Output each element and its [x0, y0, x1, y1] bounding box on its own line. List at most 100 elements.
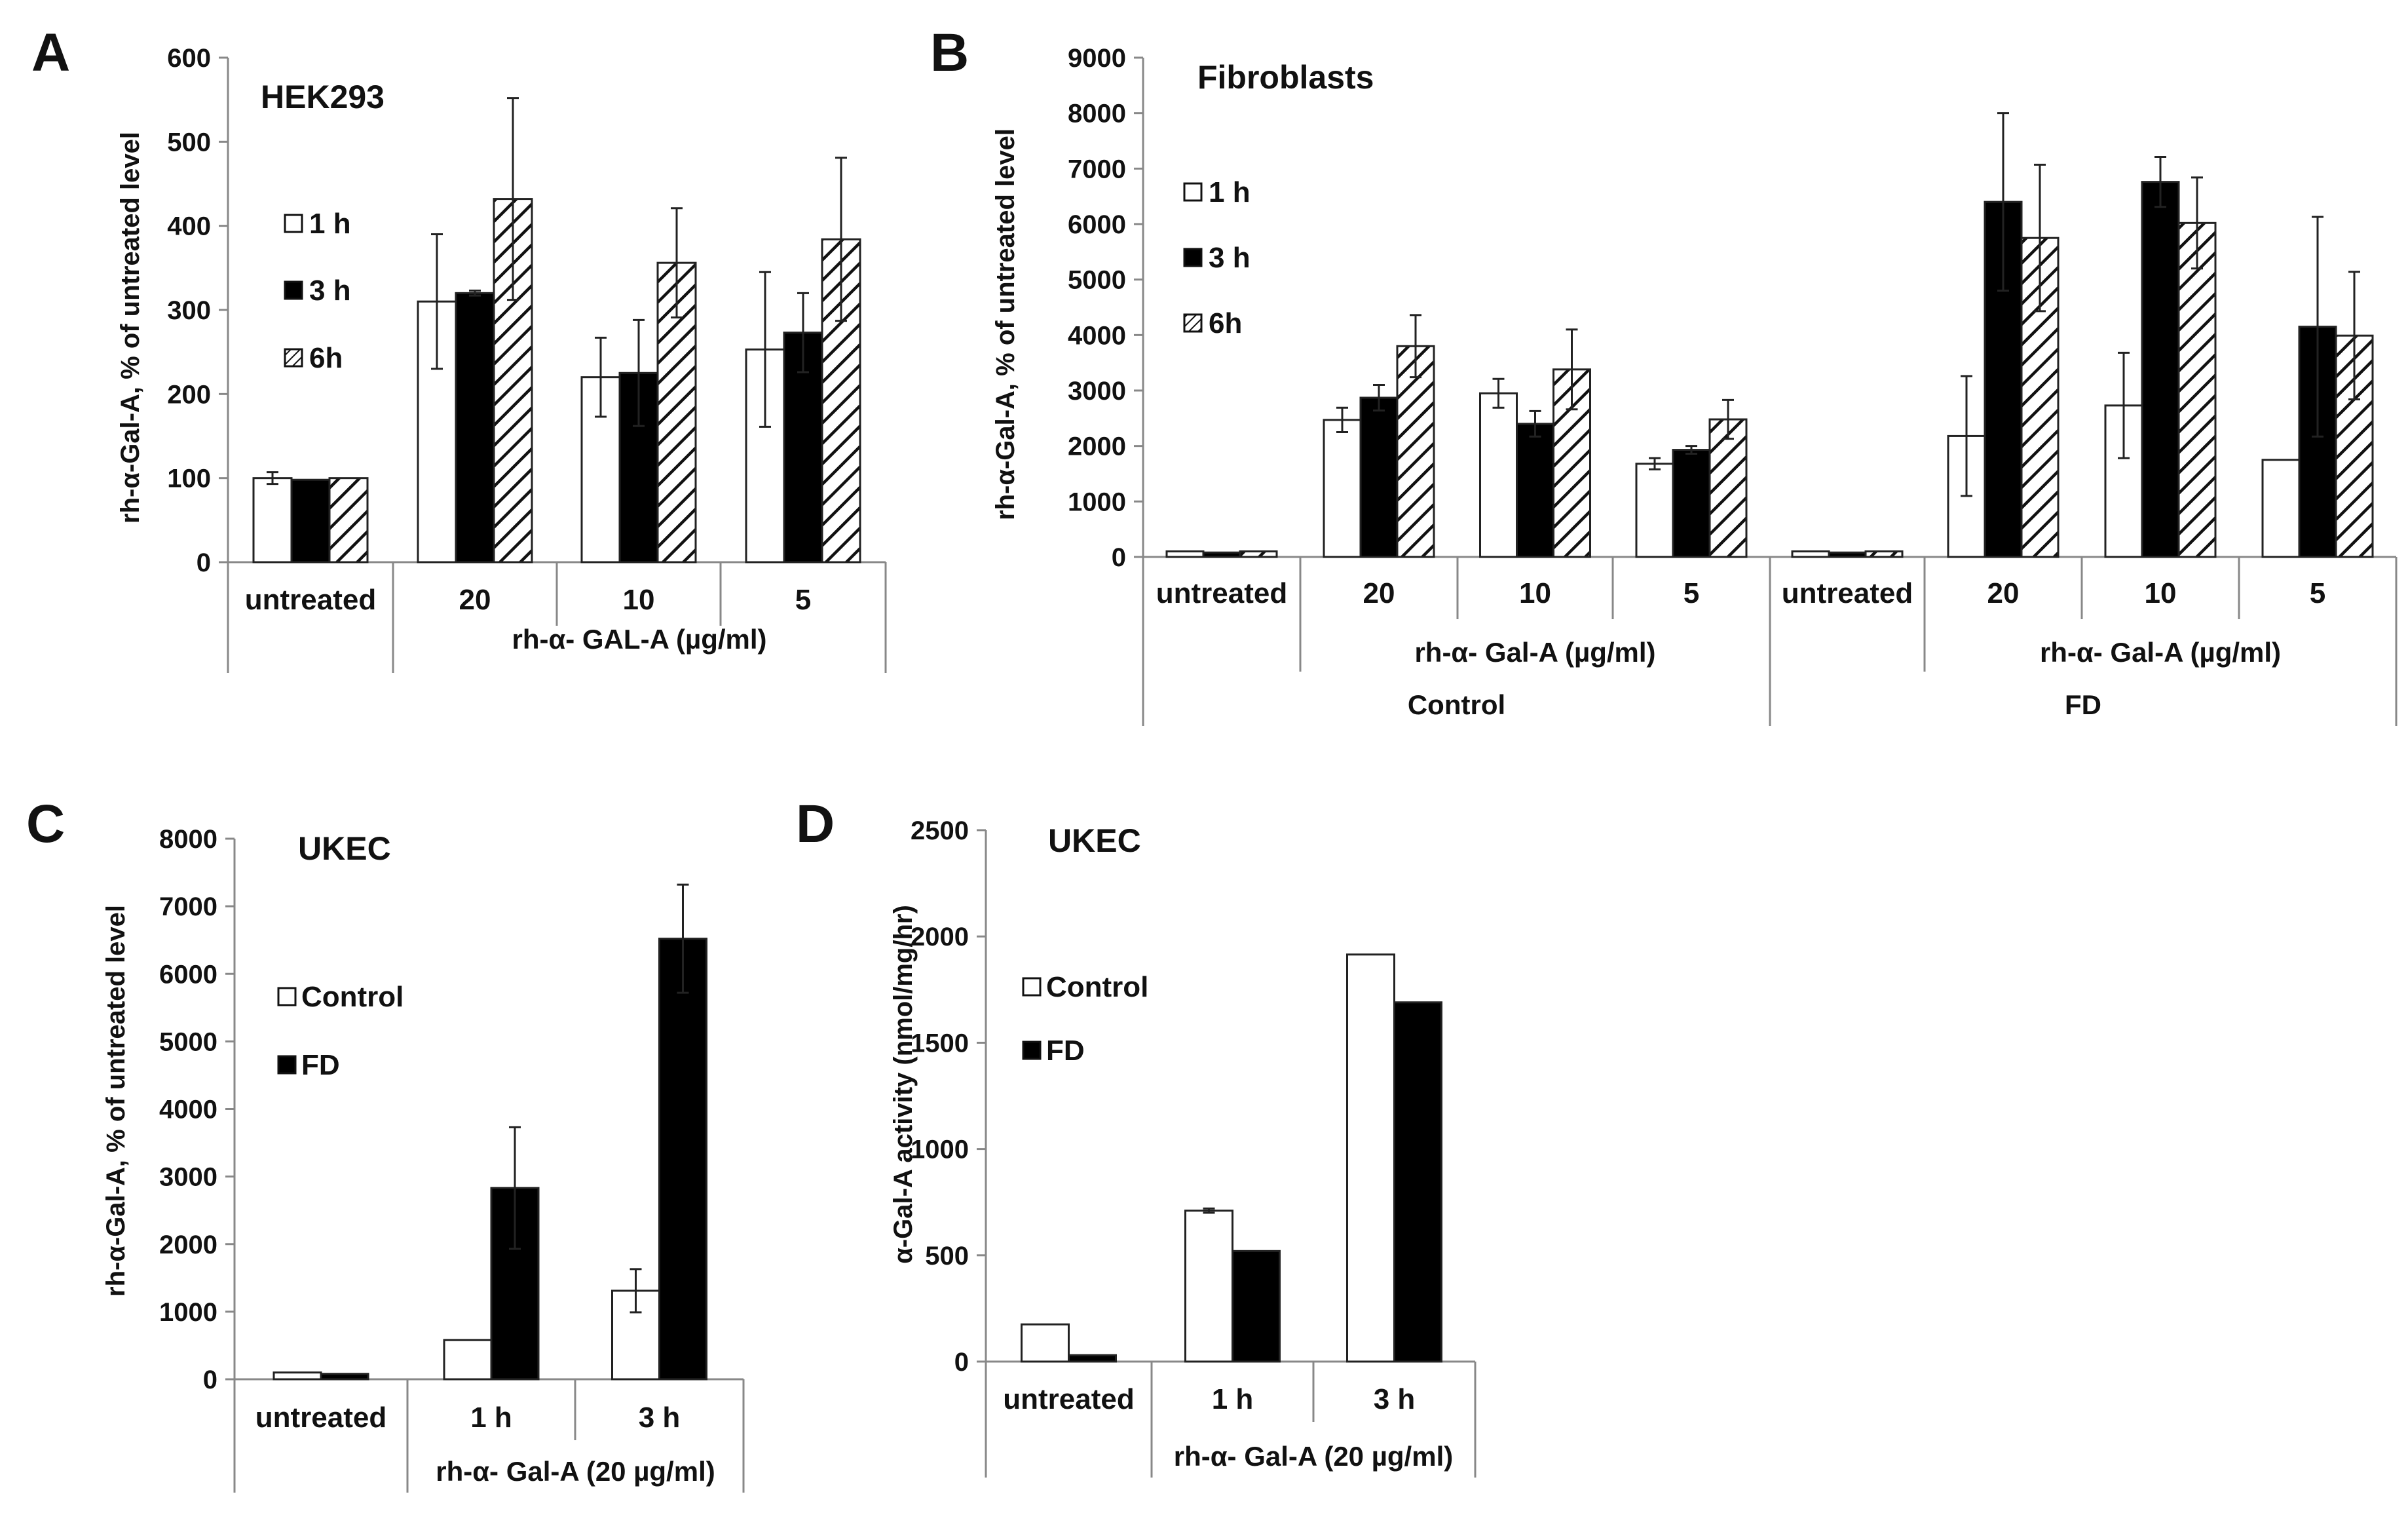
group-label: rh-α- Gal-A (20 µg/ml): [436, 1456, 715, 1487]
y-tick-label: 3000: [1068, 377, 1126, 406]
bar-1h: [2261, 459, 2301, 558]
y-tick-label: 500: [925, 1242, 969, 1270]
y-tick-label: 300: [167, 296, 211, 325]
category-label: 5: [2310, 577, 2325, 609]
panel-c-title: UKEC: [298, 830, 391, 867]
y-tick-label: 1500: [911, 1029, 969, 1058]
bar-3h: [2141, 181, 2180, 558]
y-tick-label: 8000: [159, 825, 217, 854]
y-tick-label: 400: [167, 212, 211, 241]
y-tick-label: 7000: [159, 892, 217, 921]
panel-d-legend: Control FD: [1022, 971, 1148, 1067]
bar-fd: [1232, 1250, 1281, 1363]
panel-c-legend: Control FD: [277, 981, 404, 1081]
y-tick-label: 4000: [159, 1096, 217, 1124]
panel-letter-b: B: [930, 23, 969, 83]
bar-6h: [1552, 368, 1591, 558]
y-tick-label: 2000: [1068, 432, 1126, 461]
group-label: rh-α- Gal-A (µg/ml): [2040, 637, 2281, 668]
bar-3h: [1516, 423, 1554, 558]
y-tick-label: 1000: [1068, 487, 1126, 516]
legend-label-fd: FD: [301, 1049, 340, 1081]
y-tick-label: 600: [167, 44, 211, 73]
bar-6h: [1708, 418, 1748, 558]
bar-control: [1184, 1210, 1233, 1363]
y-tick-label: 5000: [1068, 266, 1126, 295]
bar-6h: [1239, 550, 1278, 558]
y-tick-label: 2000: [911, 923, 969, 951]
category-label: 20: [1987, 577, 2020, 609]
category-label: 5: [795, 584, 811, 616]
legend-swatch-1h: [284, 214, 303, 233]
category-label: 10: [1519, 577, 1551, 609]
bar-3h: [290, 478, 331, 563]
bar-6h: [328, 477, 369, 563]
y-tick-label: 100: [167, 465, 211, 493]
bar-3h: [1672, 449, 1711, 558]
y-tick-label: 0: [1112, 543, 1126, 572]
legend-swatch-3h: [284, 280, 303, 300]
legend-label-control: Control: [1046, 971, 1148, 1003]
y-tick-label: 0: [197, 548, 211, 577]
bar-3h: [1828, 551, 1867, 558]
panel-b-chart: 0 1000 2000 3000 4000 5000 6000 7000 8000 9000 unt…: [1068, 44, 2398, 726]
legend-label-3h: 3 h: [309, 275, 351, 307]
category-label: untreated: [1003, 1383, 1134, 1415]
legend-swatch-control: [277, 987, 297, 1006]
category-label: 1 h: [1212, 1383, 1254, 1415]
legend-swatch-control: [1022, 977, 1042, 997]
y-tick-label: 2500: [911, 816, 969, 845]
legend-label-6h: 6h: [309, 342, 343, 374]
group-label: rh-α- Gal-A (20 µg/ml): [1174, 1441, 1453, 1472]
category-label: untreated: [1156, 577, 1287, 609]
legend-label-1h: 1 h: [309, 208, 351, 240]
bar-fd: [320, 1373, 369, 1381]
legend-swatch-3h: [1183, 248, 1203, 267]
legend-swatch-6h: [1183, 313, 1203, 333]
bar-3h: [1202, 551, 1241, 558]
bar-1h: [1165, 550, 1205, 558]
category-label: untreated: [1782, 577, 1913, 609]
panel-b-title: Fibroblasts: [1197, 59, 1374, 96]
category-label: 20: [459, 584, 491, 616]
legend-swatch-6h: [284, 348, 303, 368]
y-tick-label: 200: [167, 380, 211, 409]
legend-label-3h: 3 h: [1209, 242, 1251, 274]
legend-label-control: Control: [301, 981, 404, 1013]
bar-fd: [1068, 1354, 1117, 1363]
legend-label-6h: 6h: [1209, 307, 1242, 339]
group-label: Control: [1408, 689, 1505, 720]
y-tick-label: 0: [954, 1348, 969, 1377]
panel-a-ylabel: rh-α-Gal-A, % of untreated level: [116, 132, 145, 524]
y-tick-label: 8000: [1068, 100, 1126, 128]
category-label: 5: [1684, 577, 1699, 609]
bar-3h: [455, 292, 495, 563]
y-tick-label: 6000: [1068, 210, 1126, 239]
bar-1h: [1323, 419, 1362, 558]
group-label: FD: [2065, 689, 2101, 720]
panel-letter-c: C: [26, 794, 65, 854]
y-tick-label: 9000: [1068, 44, 1126, 73]
category-label: 10: [2145, 577, 2177, 609]
category-label: 3 h: [1374, 1383, 1416, 1415]
y-tick-label: 3000: [159, 1163, 217, 1192]
y-tick-label: 7000: [1068, 155, 1126, 183]
panel-letter-a: A: [31, 23, 70, 83]
legend-label-1h: 1 h: [1209, 176, 1251, 208]
panel-b-legend: 1 h 3 h 6h: [1183, 176, 1251, 339]
category-label: 20: [1363, 577, 1395, 609]
legend-swatch-fd: [1022, 1041, 1042, 1060]
y-tick-label: 2000: [159, 1231, 217, 1259]
bar-control: [273, 1371, 322, 1381]
category-label: untreated: [245, 584, 376, 616]
panel-d-ylabel: α-Gal-A activity (nmol/mg/hr): [889, 905, 918, 1264]
legend-swatch-1h: [1183, 182, 1203, 202]
bar-fd: [658, 938, 707, 1381]
panel-c-ylabel: rh-α-Gal-A, % of untreated level: [102, 905, 130, 1297]
bar-1h: [252, 477, 293, 563]
y-tick-label: 5000: [159, 1027, 217, 1056]
y-tick-label: 1000: [159, 1298, 217, 1327]
bar-control: [1021, 1323, 1070, 1363]
category-label: untreated: [255, 1402, 386, 1434]
